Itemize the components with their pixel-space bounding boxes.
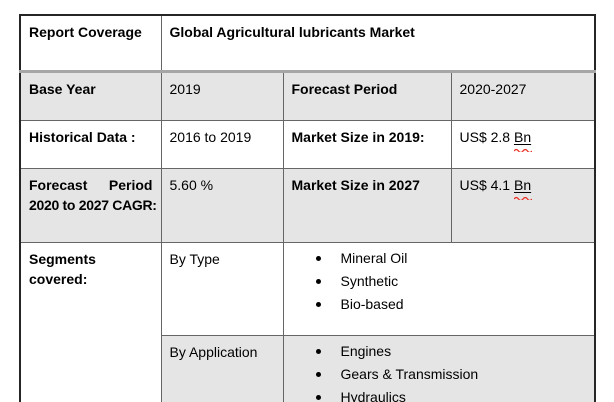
bullet-icon	[315, 302, 321, 307]
list-item: Gears & Transmission	[292, 363, 587, 386]
market-size-2019-amount: US$ 2.8	[459, 129, 514, 145]
report-coverage-value: Global Agricultural lubricants Market	[160, 14, 596, 72]
row-report-coverage: Report Coverage Global Agricultural lubr…	[19, 14, 596, 72]
list-item: Mineral Oil	[292, 247, 587, 270]
by-type-items: Mineral Oil Synthetic Bio-based	[282, 242, 596, 336]
report-coverage-label: Report Coverage	[19, 14, 162, 72]
spellcheck-squiggle-icon	[513, 196, 532, 200]
base-year-value: 2019	[160, 70, 284, 121]
bullet-icon	[315, 349, 321, 354]
list-item: Synthetic	[292, 270, 587, 293]
list-item: Hydraulics	[292, 386, 587, 402]
historical-data-value: 2016 to 2019	[160, 120, 284, 169]
market-size-2027-label: Market Size in 2027	[282, 168, 452, 243]
cagr-label-line1: Forecast Period	[29, 177, 153, 193]
market-size-2027-unit: Bn	[513, 175, 532, 200]
list-item: Bio-based	[292, 293, 587, 316]
base-year-label: Base Year	[19, 70, 162, 121]
market-size-2027-amount: US$ 4.1	[459, 177, 514, 193]
cagr-value: 5.60 %	[160, 168, 284, 243]
bullet-icon	[315, 395, 321, 400]
bullet-icon	[315, 372, 321, 377]
bullet-icon	[315, 256, 321, 261]
segments-covered-label: Segments covered:	[19, 242, 162, 402]
by-type-label: By Type	[160, 242, 284, 336]
forecast-period-label: Forecast Period	[282, 70, 452, 121]
by-application-items: Engines Gears & Transmission Hydraulics …	[282, 335, 596, 402]
by-type-list: Mineral Oil Synthetic Bio-based	[292, 247, 587, 316]
historical-data-label: Historical Data :	[19, 120, 162, 169]
by-application-label: By Application	[160, 335, 284, 402]
list-item: Engines	[292, 340, 587, 363]
row-base-year: Base Year 2019 Forecast Period 2020-2027	[19, 70, 596, 121]
cagr-label-line2: 2020 to 2027 CAGR:	[29, 197, 157, 213]
forecast-period-value: 2020-2027	[450, 70, 596, 121]
report-coverage-table: Report Coverage Global Agricultural lubr…	[19, 14, 597, 402]
row-cagr: Forecast Period 2020 to 2027 CAGR: 5.60 …	[19, 168, 596, 243]
row-segments-by-application: By Application Engines Gears & Transmiss…	[20, 335, 596, 402]
market-size-2019-label: Market Size in 2019:	[282, 120, 452, 169]
market-size-2027-value: US$ 4.1 Bn	[450, 168, 596, 243]
row-historical-data: Historical Data : 2016 to 2019 Market Si…	[19, 120, 596, 169]
row-segments-by-type: Segments covered: By Type Mineral Oil Sy…	[19, 242, 596, 402]
market-size-2019-value: US$ 2.8 Bn	[450, 120, 596, 169]
spellcheck-squiggle-icon	[513, 148, 532, 152]
cagr-label: Forecast Period 2020 to 2027 CAGR:	[19, 168, 162, 243]
market-size-2019-unit: Bn	[513, 127, 532, 152]
bullet-icon	[315, 279, 321, 284]
by-application-list: Engines Gears & Transmission Hydraulics …	[292, 340, 587, 402]
